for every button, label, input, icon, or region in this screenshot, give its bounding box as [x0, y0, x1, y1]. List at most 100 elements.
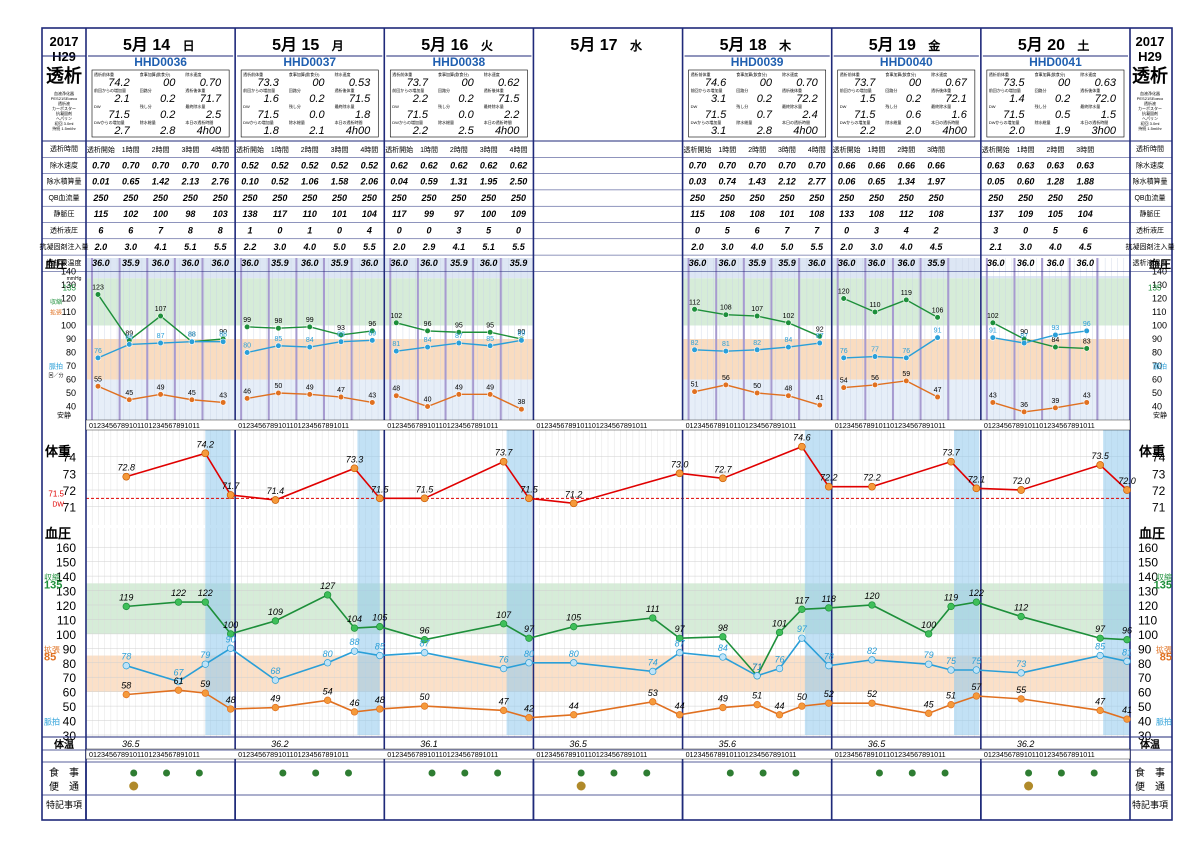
bp-point [271, 617, 280, 625]
table-cell: 102 [123, 209, 138, 219]
table-cell: 2 [933, 226, 939, 236]
weight-point [1096, 461, 1105, 469]
table-cell: 250 [898, 193, 914, 203]
table-cell: 0 [337, 226, 342, 236]
diastolic-point [369, 399, 376, 406]
table-cell: 35.9 [778, 258, 796, 268]
bp-unit: mmHg [67, 276, 82, 282]
dialysis-period [804, 430, 832, 735]
axis-tick: 140 [1152, 267, 1167, 277]
diastolic-value: 49 [455, 384, 463, 391]
summary-label: 食事加算(飲食分) [885, 71, 916, 77]
summary-label: 透析前体重 [840, 71, 860, 77]
table-cell: 250 [331, 193, 347, 203]
diastolic-point [816, 402, 823, 409]
summary-label: 透析前体重 [94, 71, 114, 77]
axis-tick: 110 [57, 613, 76, 627]
hour-header: 2時間 [152, 146, 170, 154]
bp-point [1017, 612, 1025, 621]
pulse-point [306, 344, 313, 351]
day-of-week: 水 [630, 38, 643, 53]
hour-header: 1時間 [1017, 146, 1035, 154]
table-cell: 250 [928, 193, 944, 203]
dw-value: 71.5 [48, 489, 64, 498]
summary-label: 食事加算(飲食分) [1035, 71, 1066, 77]
bp-title: 血圧 [1149, 257, 1171, 271]
summary-value: 0.0 [309, 109, 325, 121]
table-cell: 35.9 [510, 258, 528, 268]
diastolic-point [1083, 399, 1090, 406]
row-label: 抗凝固剤注入量 [40, 242, 89, 251]
bp-value: 50 [797, 692, 807, 702]
bp-value: 47 [1095, 696, 1106, 706]
axis-tick: 73 [1152, 467, 1166, 481]
summary-value: 00 [1058, 77, 1071, 89]
axis-tick: 60 [63, 686, 77, 700]
bp-value: 97 [524, 624, 535, 634]
pulse-line [992, 330, 1087, 344]
bp-value: 55 [1016, 685, 1027, 695]
table-cell: 0.52 [301, 160, 319, 170]
summary-box [986, 69, 1125, 138]
table-cell: 0.65 [122, 177, 141, 187]
axis-tick: 90 [1152, 334, 1162, 344]
hour-header: 1時間 [271, 146, 289, 154]
dialysis-period [954, 430, 980, 735]
pulse-point [487, 342, 494, 349]
day-of-week: 木 [778, 38, 792, 53]
summary-label: 透析前体重 [691, 71, 711, 77]
summary-value: 0.6 [906, 109, 922, 121]
table-cell: 2.0 [392, 242, 406, 252]
pulse-value: 87 [816, 333, 824, 340]
bp-value: 78 [824, 652, 834, 662]
table-cell: 0.70 [748, 160, 766, 170]
diastolic-axis-label: 拡張 [1156, 644, 1172, 654]
summary-label: 残し分 [289, 103, 301, 109]
pulse-point [934, 334, 941, 341]
hour-ticks: 0123456789101101234567891011 [89, 421, 200, 430]
table-cell: 98 [185, 209, 195, 219]
pulse-value: 84 [424, 337, 432, 344]
pulse-value: 82 [753, 340, 761, 347]
summary-value: 3.1 [711, 93, 726, 105]
bp-value: 51 [946, 691, 956, 701]
systolic-line [992, 322, 1087, 350]
weight-point [868, 482, 876, 491]
systolic-value: 90 [518, 329, 526, 336]
summary-value: 2.2 [859, 125, 875, 137]
systolic-value: 123 [92, 284, 104, 291]
systolic-value: 107 [751, 306, 763, 313]
diastolic-point [455, 391, 462, 398]
diastolic-point [934, 393, 941, 401]
axis-tick: 140 [56, 570, 76, 584]
bp-point [1096, 706, 1104, 715]
weight-point [1017, 486, 1025, 494]
table-cell: 8 [218, 226, 223, 236]
weight-point [1123, 486, 1131, 494]
diastolic-value: 45 [125, 390, 133, 397]
diastolic-point [126, 396, 133, 403]
summary-value: 0.2 [458, 93, 473, 105]
table-cell: 1.42 [152, 177, 170, 187]
hour-header: 2時間 [1046, 146, 1064, 154]
systolic-value: 89 [125, 330, 133, 337]
pulse-value: 91 [934, 328, 942, 335]
table-cell: 0.70 [92, 160, 110, 170]
summary-value: 2.8 [756, 125, 773, 137]
axis-tick: 120 [1138, 599, 1158, 613]
pulse-value: 85 [486, 336, 494, 343]
bp-point [570, 659, 578, 667]
table-cell: 0.70 [778, 160, 796, 170]
summary-label: 回路分 [1035, 87, 1047, 93]
bp-value: 97 [675, 624, 686, 634]
table-cell: 0.63 [1047, 160, 1065, 170]
diastolic-value: 38 [518, 399, 526, 406]
summary-value: 71.5 [257, 109, 279, 121]
hour-header: 1時間 [868, 146, 886, 154]
table-cell: 250 [808, 193, 824, 203]
table-cell: 36.0 [1017, 258, 1035, 268]
meal-icon [791, 768, 801, 778]
table-cell: 5.1 [482, 242, 495, 252]
pulse-point [1021, 339, 1028, 347]
summary-value: 74.2 [108, 77, 129, 89]
